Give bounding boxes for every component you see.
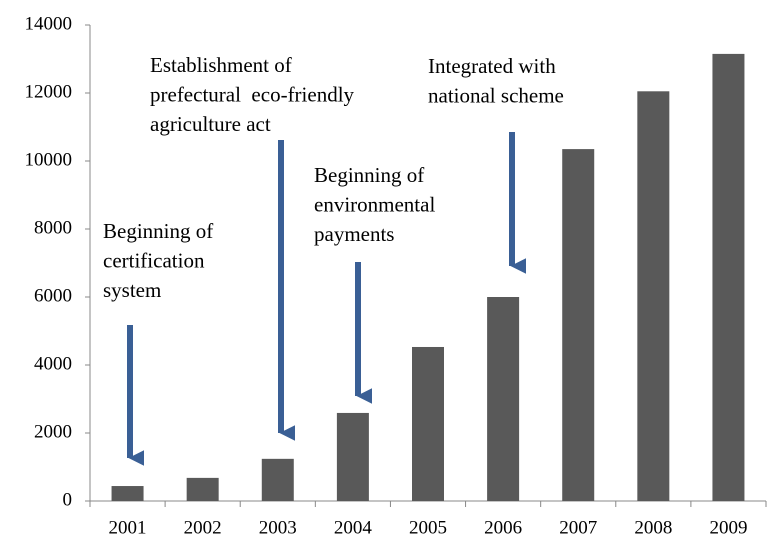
x-tick-label: 2009 — [709, 517, 747, 538]
y-tick-label: 2000 — [34, 421, 72, 442]
annotation: payments — [314, 222, 394, 246]
annotation: Integrated with — [428, 54, 556, 78]
bar — [111, 486, 144, 501]
arrows — [127, 132, 527, 466]
y-tick-label: 6000 — [34, 285, 72, 306]
x-tick-label: 2007 — [559, 517, 597, 538]
annotation: Establishment of — [150, 53, 292, 77]
annotation: certification — [103, 248, 205, 272]
y-tick-label: 12000 — [25, 81, 73, 102]
bar — [261, 458, 294, 501]
bar — [186, 477, 219, 501]
y-tick-label: 4000 — [34, 353, 72, 374]
x-tick-label: 2002 — [184, 517, 222, 538]
annotation: environmental — [314, 192, 435, 216]
y-tick-label: 10000 — [25, 149, 73, 170]
bar — [637, 91, 670, 502]
annotation: national scheme — [428, 83, 564, 107]
x-tick-label: 2006 — [484, 517, 522, 538]
annotation: Beginning of — [314, 163, 424, 187]
x-tick-label: 2004 — [334, 517, 373, 538]
bar — [562, 149, 595, 501]
bar — [412, 346, 444, 501]
y-tick-label: 8000 — [34, 217, 72, 238]
y-tick-label: 0 — [63, 489, 73, 510]
x-tick-label: 2003 — [259, 517, 297, 538]
y-tick-label: 14000 — [25, 13, 73, 34]
annotation: Beginning of — [103, 219, 213, 243]
bar — [336, 412, 369, 501]
annotation: prefectural eco-friendly — [150, 82, 355, 106]
bar — [712, 53, 745, 502]
x-tick-label: 2005 — [409, 517, 447, 538]
x-tick-label: 2001 — [109, 517, 147, 538]
bar — [487, 297, 520, 501]
annotation: agriculture act — [150, 112, 271, 136]
annotation: system — [103, 278, 161, 302]
x-tick-label: 2008 — [634, 517, 672, 538]
